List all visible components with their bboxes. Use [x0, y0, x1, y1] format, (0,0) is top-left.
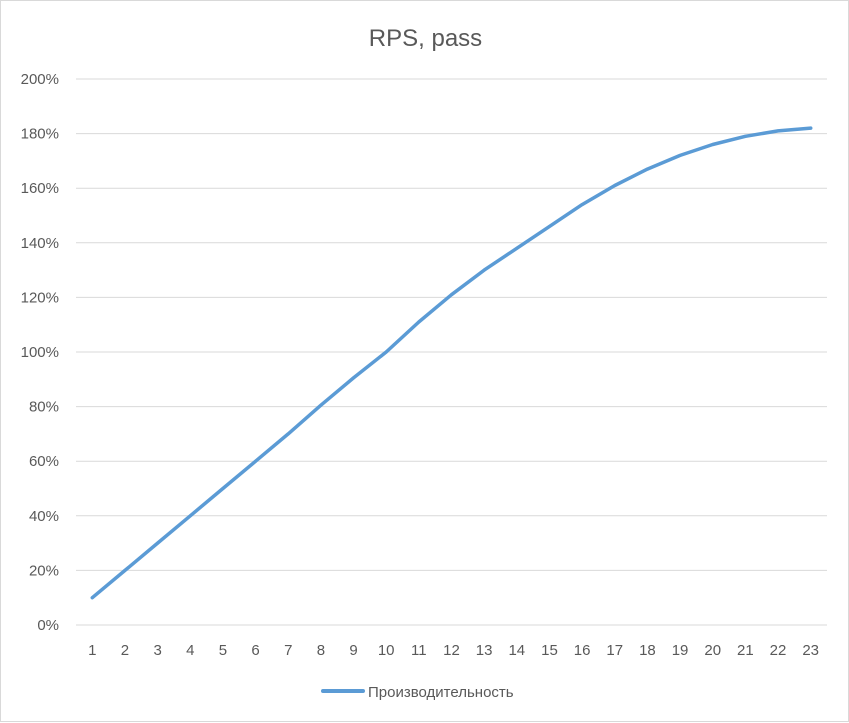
- x-tick-label: 19: [672, 642, 689, 659]
- data-point: [417, 320, 421, 324]
- y-tick-label: 120%: [21, 289, 59, 306]
- x-tick-label: 14: [508, 642, 525, 659]
- x-tick-label: 17: [606, 642, 623, 659]
- data-point: [156, 541, 160, 545]
- x-tick-label: 15: [541, 642, 558, 659]
- data-point: [482, 268, 486, 272]
- data-point: [743, 134, 747, 138]
- y-tick-label: 160%: [21, 180, 59, 197]
- data-point: [580, 203, 584, 207]
- x-tick-label: 6: [251, 642, 259, 659]
- y-tick-label: 140%: [21, 235, 59, 252]
- data-point: [352, 376, 356, 380]
- x-tick-label: 9: [349, 642, 357, 659]
- data-point: [384, 350, 388, 354]
- x-tick-label: 16: [574, 642, 591, 659]
- data-point: [90, 596, 94, 600]
- data-point: [678, 153, 682, 157]
- x-tick-label: 12: [443, 642, 460, 659]
- x-tick-label: 1: [88, 642, 96, 659]
- x-tick-label: 8: [317, 642, 325, 659]
- y-tick-label: 40%: [29, 508, 59, 525]
- x-tick-label: 18: [639, 642, 656, 659]
- x-tick-label: 7: [284, 642, 292, 659]
- chart-title: RPS, pass: [369, 25, 482, 52]
- x-tick-label: 4: [186, 642, 194, 659]
- data-point: [776, 129, 780, 133]
- x-tick-label: 2: [121, 642, 129, 659]
- data-point: [221, 487, 225, 490]
- x-tick-label: 11: [411, 642, 427, 659]
- data-point: [450, 293, 453, 297]
- data-point: [711, 143, 715, 147]
- x-tick-label: 23: [802, 642, 819, 659]
- x-tick-label: 10: [378, 642, 395, 659]
- series-lines: [90, 126, 813, 600]
- data-point: [809, 126, 813, 130]
- x-tick-label: 3: [153, 642, 161, 659]
- x-tick-label: 22: [770, 642, 787, 659]
- y-tick-label: 80%: [29, 399, 59, 416]
- legend: Производительность: [321, 684, 514, 701]
- x-axis-tick-labels: 1 2 3 4 5 6 7 8 9 10 11 12 13 14 15 16 17 18 19 20 21 22 23: [88, 642, 819, 659]
- data-point: [286, 432, 290, 436]
- x-tick-label: 13: [476, 642, 493, 659]
- y-tick-label: 200%: [21, 71, 59, 88]
- data-point: [254, 459, 258, 463]
- data-point: [515, 246, 519, 250]
- data-point: [123, 568, 127, 572]
- x-tick-label: 5: [219, 642, 227, 659]
- y-tick-label: 100%: [21, 344, 59, 361]
- data-point: [645, 167, 649, 171]
- gridlines: [76, 78, 827, 626]
- data-point: [319, 403, 323, 407]
- data-point: [613, 183, 617, 187]
- legend-label: Производительность: [368, 684, 514, 701]
- x-tick-label: 20: [704, 642, 721, 659]
- y-tick-label: 180%: [21, 126, 59, 143]
- series-line: [90, 126, 813, 600]
- data-point: [188, 514, 192, 518]
- data-point: [547, 224, 551, 228]
- y-axis-tick-labels: 0% 20% 40% 60% 80% 100% 120% 140% 160% 180% 200%: [21, 71, 59, 634]
- y-tick-label: 20%: [29, 562, 59, 579]
- y-tick-label: 60%: [29, 453, 59, 470]
- x-tick-label: 21: [737, 642, 754, 659]
- y-tick-label: 0%: [37, 617, 59, 634]
